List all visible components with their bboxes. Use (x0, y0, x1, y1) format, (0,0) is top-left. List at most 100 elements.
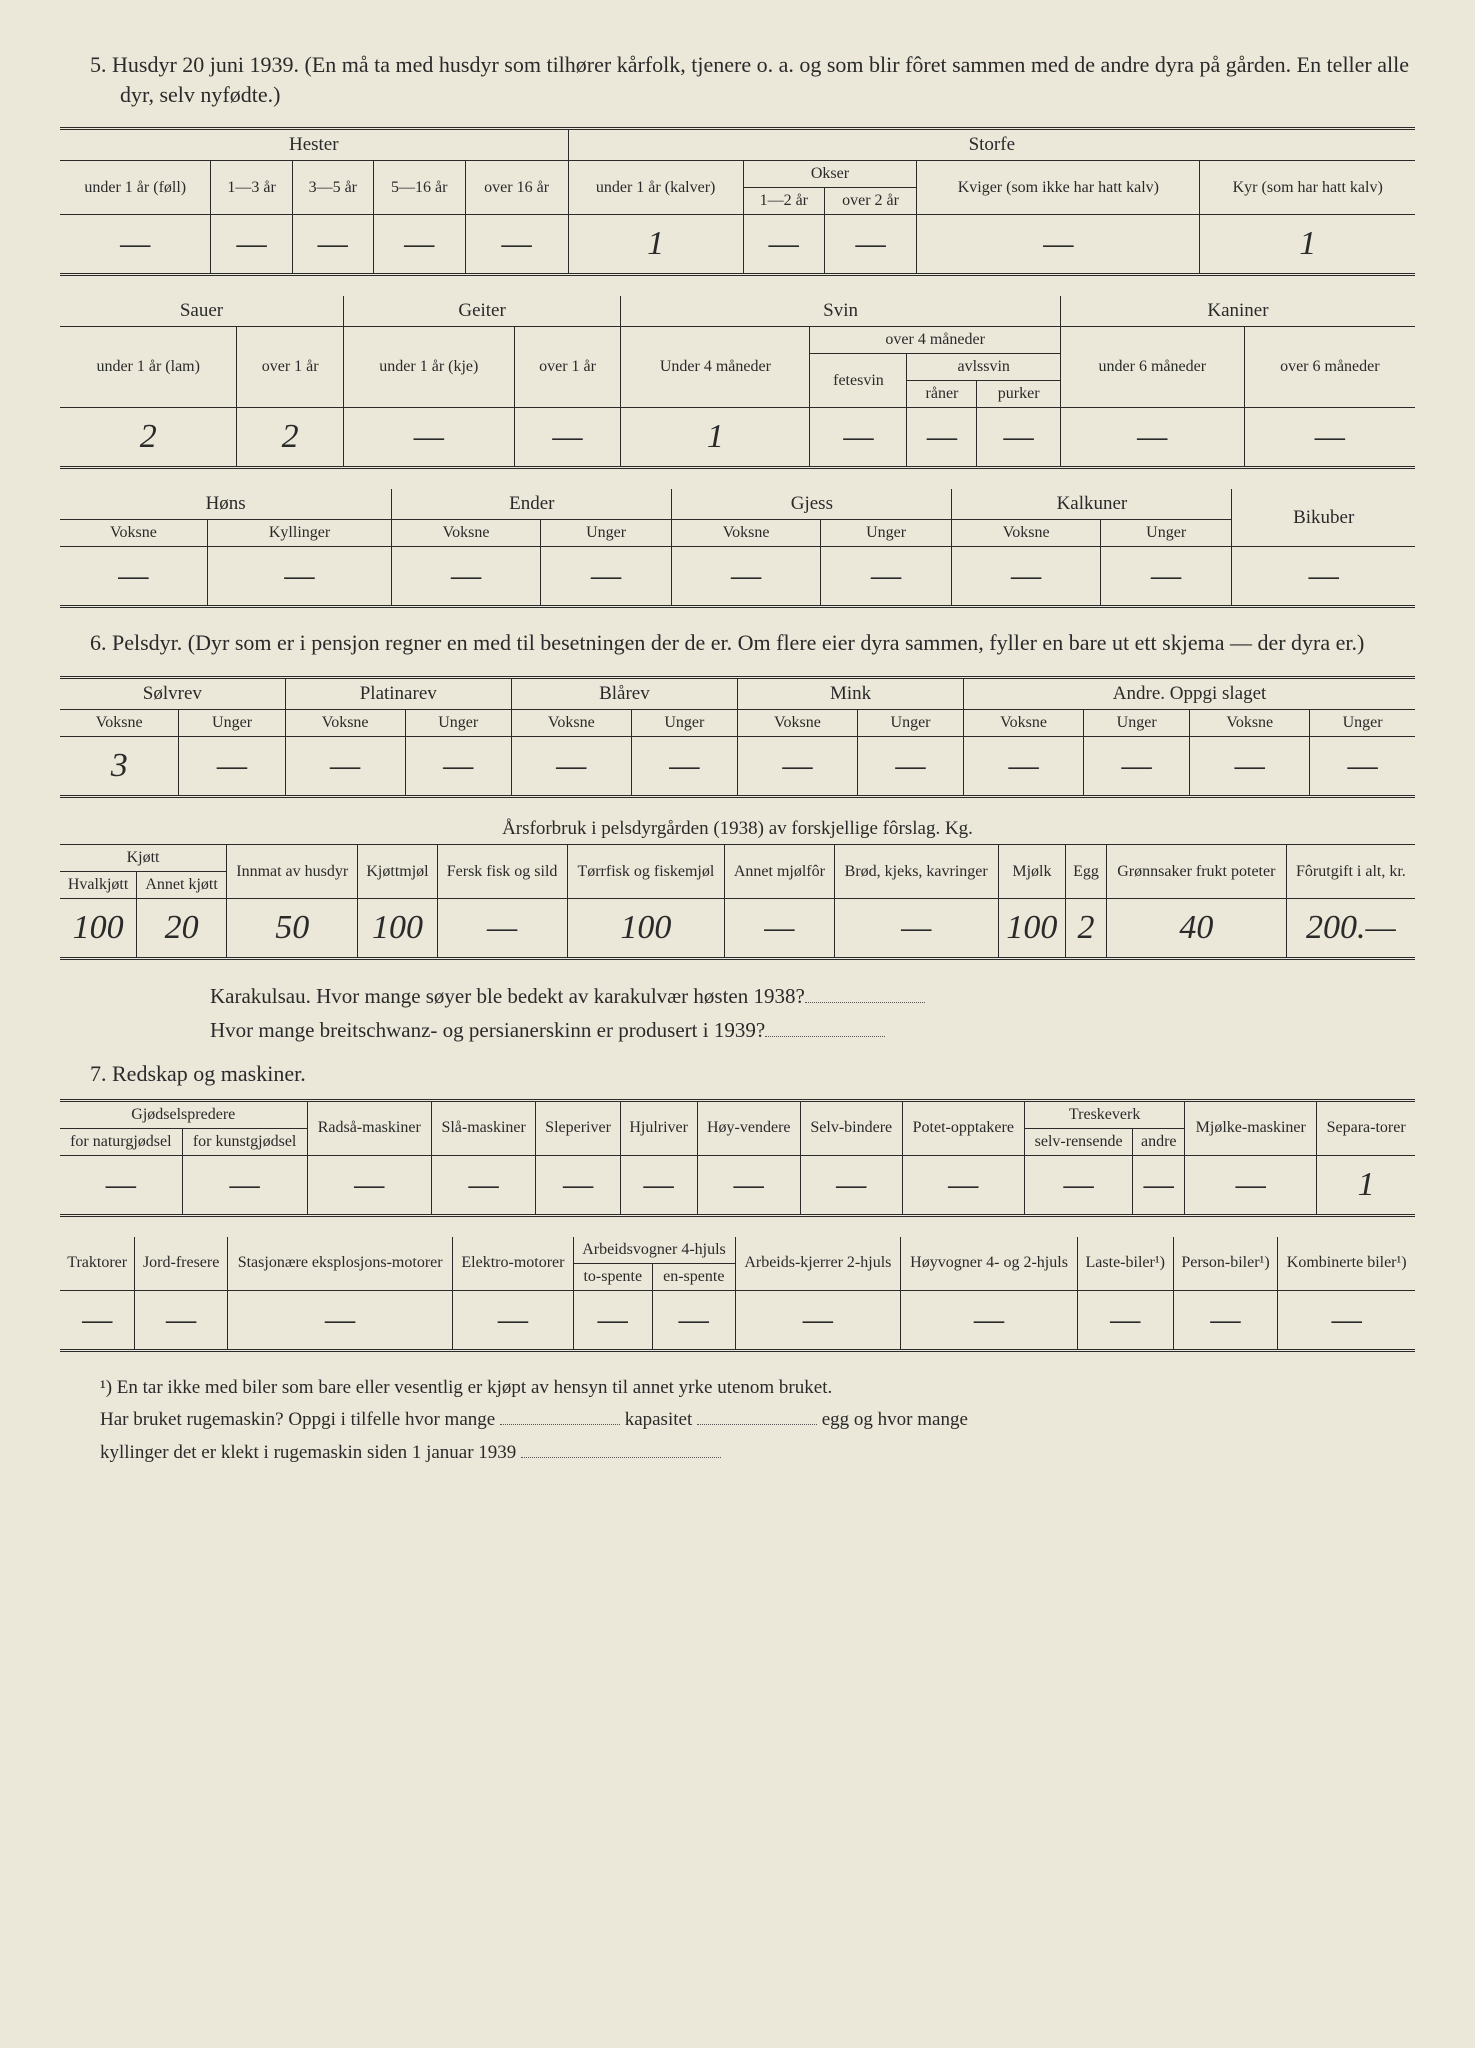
h-geit-u1: under 1 år (kje) (343, 327, 514, 408)
g-blarev: Blårev (511, 678, 737, 710)
h-hest-516: 5—16 år (373, 161, 465, 215)
h-hoy: Høy-vendere (697, 1100, 800, 1155)
v1-0: — (60, 215, 211, 275)
pv-1: — (179, 737, 285, 797)
g-mink: Mink (737, 678, 963, 710)
h-stasj: Stasjonære eksplosjons-motorer (227, 1237, 452, 1291)
group-hester: Hester (60, 129, 568, 161)
h-kunst: for kunstgjødsel (182, 1128, 307, 1155)
p-u1: Unger (179, 710, 285, 737)
section6-text: Pelsdyr. (Dyr som er i pensjon regner en… (112, 630, 1364, 655)
h-egg: Egg (1066, 845, 1107, 899)
v2-5: — (810, 408, 907, 468)
karakul-l2: Hvor mange breitschwanz- og persianerski… (210, 1014, 1415, 1048)
p-v5: Voksne (964, 710, 1084, 737)
p-v2: Voksne (285, 710, 405, 737)
h-arbeidsvogn: Arbeidsvogner 4-hjuls (573, 1237, 735, 1264)
section5-text: Husdyr 20 juni 1939. (En må ta med husdy… (112, 52, 1409, 107)
g-ender: Ender (392, 489, 672, 520)
h-gjodsel: Gjødselspredere (60, 1100, 307, 1128)
p-v1: Voksne (60, 710, 179, 737)
v3-5: — (820, 547, 952, 607)
pv-2: — (285, 737, 405, 797)
v2-2: — (343, 408, 514, 468)
h-natur: for naturgjødsel (60, 1128, 182, 1155)
h-gronnsaker: Grønnsaker frukt poteter (1106, 845, 1286, 899)
av-7: — (834, 899, 998, 959)
h-hest-o16: over 16 år (465, 161, 568, 215)
rv1-3: — (431, 1155, 535, 1215)
av-11: 200.— (1286, 899, 1415, 959)
p-v6: Voksne (1190, 710, 1310, 737)
h-svin-o4: over 4 måneder (810, 327, 1060, 354)
h-kjottmjol: Kjøttmjøl (358, 845, 437, 899)
g-kalkuner: Kalkuner (952, 489, 1232, 520)
v2-9: — (1244, 408, 1415, 468)
h-geit-o1: over 1 år (514, 327, 621, 408)
av-10: 40 (1106, 899, 1286, 959)
g-andre: Andre. Oppgi slaget (964, 678, 1415, 710)
rv2-4: — (573, 1290, 653, 1350)
section7-num: 7. (90, 1061, 107, 1086)
h-selvrens: selv-rensende (1025, 1128, 1133, 1155)
section7-text: Redskap og maskiner. (112, 1061, 306, 1086)
rv2-1: — (135, 1290, 228, 1350)
arsforbruk-title: Årsforbruk i pelsdyrgården (1938) av for… (60, 818, 1415, 840)
h-fetesvin: fetesvin (810, 354, 907, 408)
h3-voksne1: Voksne (60, 520, 207, 547)
h-sleperiver: Sleperiver (536, 1100, 620, 1155)
v1-7: — (824, 215, 916, 275)
fn-note1: ¹) En tar ikke med biler som bare eller … (100, 1372, 1415, 1404)
h-sau-o1: over 1 år (237, 327, 344, 408)
h-okser: Okser (743, 161, 917, 188)
v1-2: — (292, 215, 373, 275)
section5-num: 5. (90, 52, 107, 77)
v3-2: — (392, 547, 541, 607)
h-andre: andre (1133, 1128, 1185, 1155)
rv2-7: — (901, 1290, 1078, 1350)
av-9: 2 (1066, 899, 1107, 959)
h-raner: råner (907, 381, 977, 408)
v3-3: — (540, 547, 672, 607)
document-page: 5. Husdyr 20 juni 1939. (En må ta med hu… (0, 0, 1475, 2048)
av-4: — (437, 899, 567, 959)
g-solvrev: Sølvrev (60, 678, 285, 710)
av-0: 100 (60, 899, 137, 959)
pv-0: 3 (60, 737, 179, 797)
h-kan-u6: under 6 måneder (1060, 327, 1244, 408)
h3-kyllinger: Kyllinger (207, 520, 392, 547)
av-6: — (725, 899, 834, 959)
v1-8: — (917, 215, 1200, 275)
v3-4: — (672, 547, 821, 607)
h-person: Person-biler¹) (1173, 1237, 1278, 1291)
v3-8: — (1232, 547, 1415, 607)
v1-3: — (373, 215, 465, 275)
h-ferskfisk: Fersk fisk og sild (437, 845, 567, 899)
h-brod: Brød, kjeks, kavringer (834, 845, 998, 899)
h-avlssvin: avlssvin (907, 354, 1060, 381)
rv1-0: — (60, 1155, 182, 1215)
redskap-table1: Gjødselspredere Radså-maskiner Slå-maski… (60, 1099, 1415, 1217)
rv2-3: — (453, 1290, 573, 1350)
v2-1: 2 (237, 408, 344, 468)
av-5: 100 (567, 899, 725, 959)
pv-8: — (964, 737, 1084, 797)
rv1-8: — (902, 1155, 1025, 1215)
redskap-table2: Traktorer Jord-fresere Stasjonære eksplo… (60, 1237, 1415, 1352)
g-sauer: Sauer (60, 296, 343, 327)
v2-4: 1 (621, 408, 810, 468)
h-enspente: en-spente (653, 1263, 735, 1290)
h-laste: Laste-biler¹) (1077, 1237, 1173, 1291)
pv-6: — (737, 737, 857, 797)
p-u6: Unger (1310, 710, 1415, 737)
v1-4: — (465, 215, 568, 275)
rv1-10: — (1133, 1155, 1185, 1215)
v1-9: 1 (1200, 215, 1415, 275)
v2-8: — (1060, 408, 1244, 468)
fn-l2: kyllinger det er klekt i rugemaskin side… (100, 1437, 1415, 1469)
pv-5: — (631, 737, 737, 797)
husdyr-table3: Høns Ender Gjess Kalkuner Bikuber Voksne… (60, 489, 1415, 608)
rv1-5: — (620, 1155, 697, 1215)
rv2-5: — (653, 1290, 735, 1350)
v3-0: — (60, 547, 207, 607)
